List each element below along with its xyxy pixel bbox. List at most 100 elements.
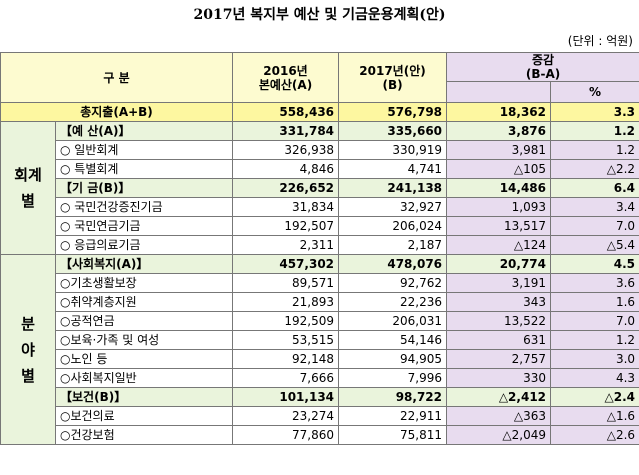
header-cell	[446, 81, 552, 103]
value-cell: 1.6	[550, 292, 639, 312]
text-line: (B)	[382, 77, 403, 92]
data-row: ○ 국민연금기금 192,507 206,024 13,517 7.0	[1, 216, 639, 236]
data-row: ○ 특별회계 4,846 4,741 △105 △2.2	[1, 159, 639, 179]
value-cell: 75,811	[338, 425, 448, 445]
value-cell: 98,722	[338, 387, 448, 407]
header-row: 구 분 2016년 본예산(A) 2017년(안) (B) 증감 (B-A)	[0, 52, 639, 103]
data-row: ○ 국민건강증진기금 31,834 32,927 1,093 3.4	[1, 197, 639, 217]
row-label: 【보건(B)】	[54, 387, 234, 407]
value-cell: 330	[446, 368, 552, 388]
row-label: ○ 국민건강증진기금	[54, 197, 234, 217]
row-label: ○ 국민연금기금	[54, 216, 234, 236]
value-cell: 21,893	[232, 292, 340, 312]
value-cell: 4.5	[550, 254, 639, 274]
value-cell: 206,024	[338, 216, 448, 236]
value-cell: 241,138	[338, 178, 448, 198]
value-cell: 226,652	[232, 178, 340, 198]
text-line: (B-A)	[525, 67, 561, 81]
value-cell: 3.0	[550, 349, 639, 369]
budget-table: 구 분 2016년 본예산(A) 2017년(안) (B) 증감 (B-A)% 총지출(A+…	[0, 52, 639, 445]
data-row: ○ 일반회계 326,938 330,919 3,981 1.2	[1, 140, 639, 160]
data-row: ○노인 등 92,148 94,905 2,757 3.0	[1, 349, 639, 369]
value-cell: 192,509	[232, 311, 340, 331]
value-cell: 4,846	[232, 159, 340, 179]
row-label: ○건강보험	[54, 425, 234, 445]
row-label: ○보건의료	[54, 406, 234, 426]
data-row: ○보육·가족 및 여성 53,515 54,146 631 1.2	[1, 330, 639, 350]
value-cell: 192,507	[232, 216, 340, 236]
value-cell: △2.4	[550, 387, 639, 407]
text-line: 별	[21, 366, 35, 385]
value-cell: 53,515	[232, 330, 340, 350]
value-cell: 343	[446, 292, 552, 312]
text-line: 2017년(안)	[359, 63, 426, 78]
data-row: ○ 응급의료기금 2,311 2,187 △124 △5.4	[1, 235, 639, 255]
value-cell: 13,522	[446, 311, 552, 331]
text-line: 증감	[531, 53, 555, 68]
value-cell: 1.2	[550, 121, 639, 141]
row-label: 【사회복지(A)】	[54, 254, 234, 274]
data-row: 분 야 별 【사회복지(A)】 457,302 478,076 20,774 4.5	[0, 254, 639, 445]
value-cell: 7,666	[232, 368, 340, 388]
data-row: ○사회복지일반 7,666 7,996 330 4.3	[1, 368, 639, 388]
value-cell: △124	[446, 235, 552, 255]
value-cell: 3,191	[446, 273, 552, 293]
data-row: ○취약계층지원 21,893 22,236 343 1.6	[1, 292, 639, 312]
header-cell: 2016년 본예산(A)	[232, 52, 340, 103]
value-cell: 13,517	[446, 216, 552, 236]
value-cell: 77,860	[232, 425, 340, 445]
value-cell: 478,076	[338, 254, 448, 274]
value-cell: 3.4	[550, 197, 639, 217]
value-cell: 18,362	[446, 102, 552, 122]
row-label: ○ 응급의료기금	[54, 235, 234, 255]
value-cell: △363	[446, 406, 552, 426]
value-cell: 6.4	[550, 178, 639, 198]
value-cell: 7,996	[338, 368, 448, 388]
data-row: 【보건(B)】 101,134 98,722 △2,412 △2.4	[1, 387, 639, 407]
text-line: 야	[21, 340, 35, 359]
value-cell: 4,741	[338, 159, 448, 179]
row-label: ○노인 등	[54, 349, 234, 369]
value-cell: 3.6	[550, 273, 639, 293]
value-cell: 23,274	[232, 406, 340, 426]
value-cell: 3.3	[550, 102, 639, 122]
row-label: 총지출(A+B)	[0, 102, 234, 122]
value-cell: 2,757	[446, 349, 552, 369]
header-cell: %	[550, 81, 639, 103]
value-cell: 3,876	[446, 121, 552, 141]
value-cell: 92,148	[232, 349, 340, 369]
data-row: ○보건의료 23,274 22,911 △363 △1.6	[1, 406, 639, 426]
value-cell: 1,093	[446, 197, 552, 217]
value-cell: 101,134	[232, 387, 340, 407]
value-cell: 631	[446, 330, 552, 350]
row-label: ○보육·가족 및 여성	[54, 330, 234, 350]
value-cell: 32,927	[338, 197, 448, 217]
value-cell: 20,774	[446, 254, 552, 274]
value-cell: 92,762	[338, 273, 448, 293]
text-line: 본예산(A)	[258, 77, 313, 92]
text-line: 2016년	[263, 63, 308, 78]
value-cell: 331,784	[232, 121, 340, 141]
value-cell: 89,571	[232, 273, 340, 293]
header-cell: 구 분	[0, 52, 234, 103]
row-label: ○취약계층지원	[54, 292, 234, 312]
value-cell: △2.2	[550, 159, 639, 179]
data-row: ○기초생활보장 89,571 92,762 3,191 3.6	[1, 273, 639, 293]
data-row: 【기 금(B)】 226,652 241,138 14,486 6.4	[1, 178, 639, 198]
group-label: 회계 별	[0, 121, 56, 255]
header-cell: 2017년(안) (B)	[338, 52, 448, 103]
data-row: ○건강보험 77,860 75,811 △2,049 △2.6	[1, 425, 639, 445]
value-cell: 1.2	[550, 330, 639, 350]
header-row: %	[1, 81, 639, 103]
title: 2017년 복지부 예산 및 기금운용계획(안)	[193, 7, 446, 23]
row-label: 【예 산(A)】	[54, 121, 234, 141]
value-cell: 22,236	[338, 292, 448, 312]
header-cell: 증감 (B-A)	[446, 52, 639, 82]
value-cell: 22,911	[338, 406, 448, 426]
value-cell: 54,146	[338, 330, 448, 350]
value-cell: 4.3	[550, 368, 639, 388]
value-cell: △2,412	[446, 387, 552, 407]
value-cell: △5.4	[550, 235, 639, 255]
value-cell: 31,834	[232, 197, 340, 217]
